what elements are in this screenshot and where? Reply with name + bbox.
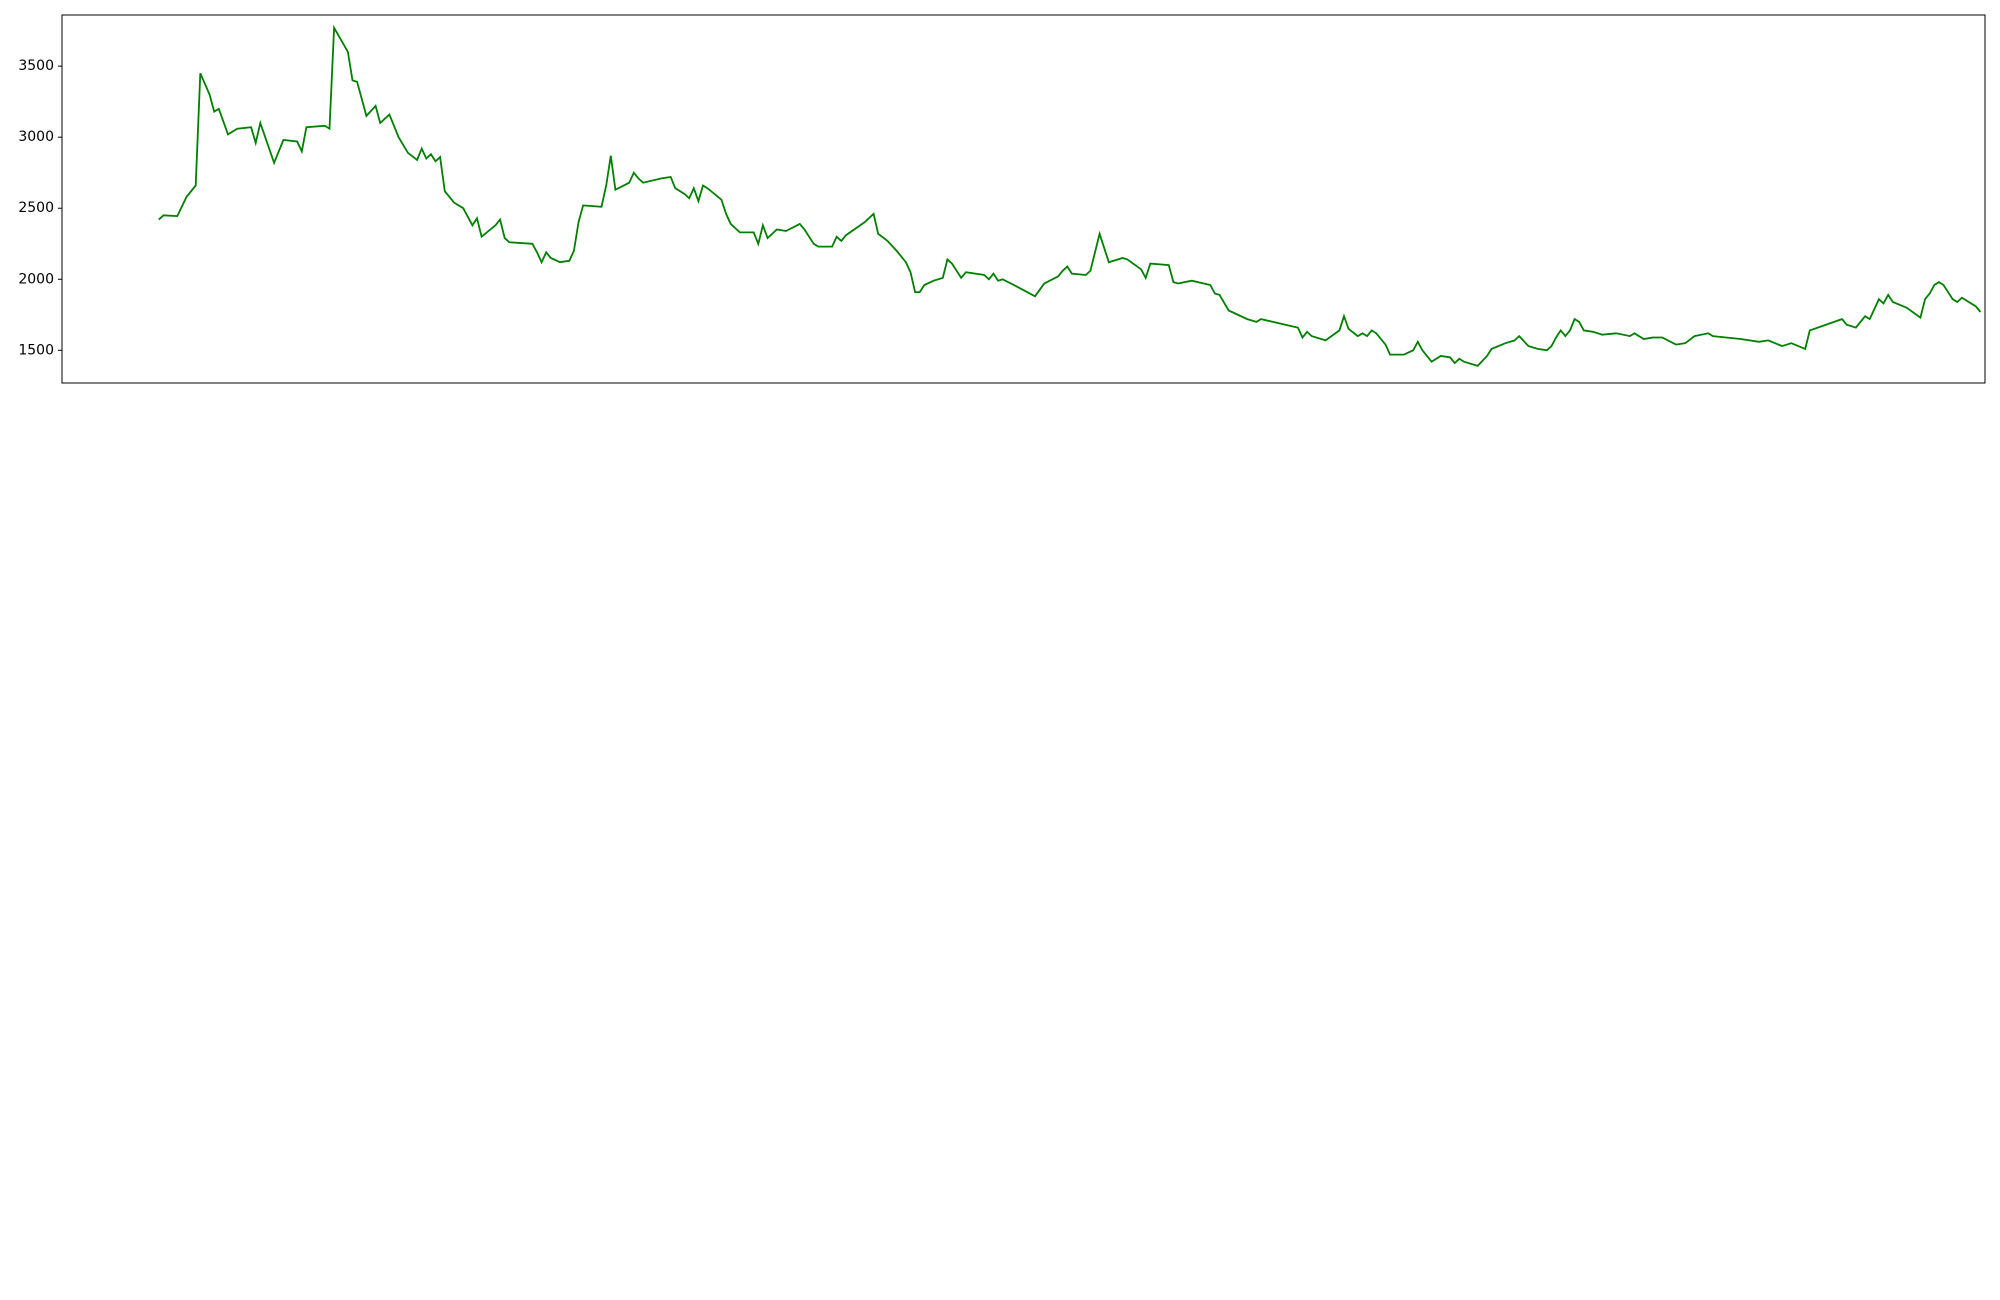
price-ytick-label: 2500 — [18, 200, 54, 216]
price-ytick-label: 3500 — [18, 58, 54, 74]
price-line — [158, 24, 1982, 367]
price-ytick-label: 3000 — [18, 129, 54, 145]
price-panel: 1500 2000 2500 3000 3500 — [18, 14, 1986, 384]
price-ytick-label: 2000 — [18, 271, 54, 287]
price-frame — [61, 14, 1986, 384]
price-ytick-label: 1500 — [18, 342, 54, 358]
